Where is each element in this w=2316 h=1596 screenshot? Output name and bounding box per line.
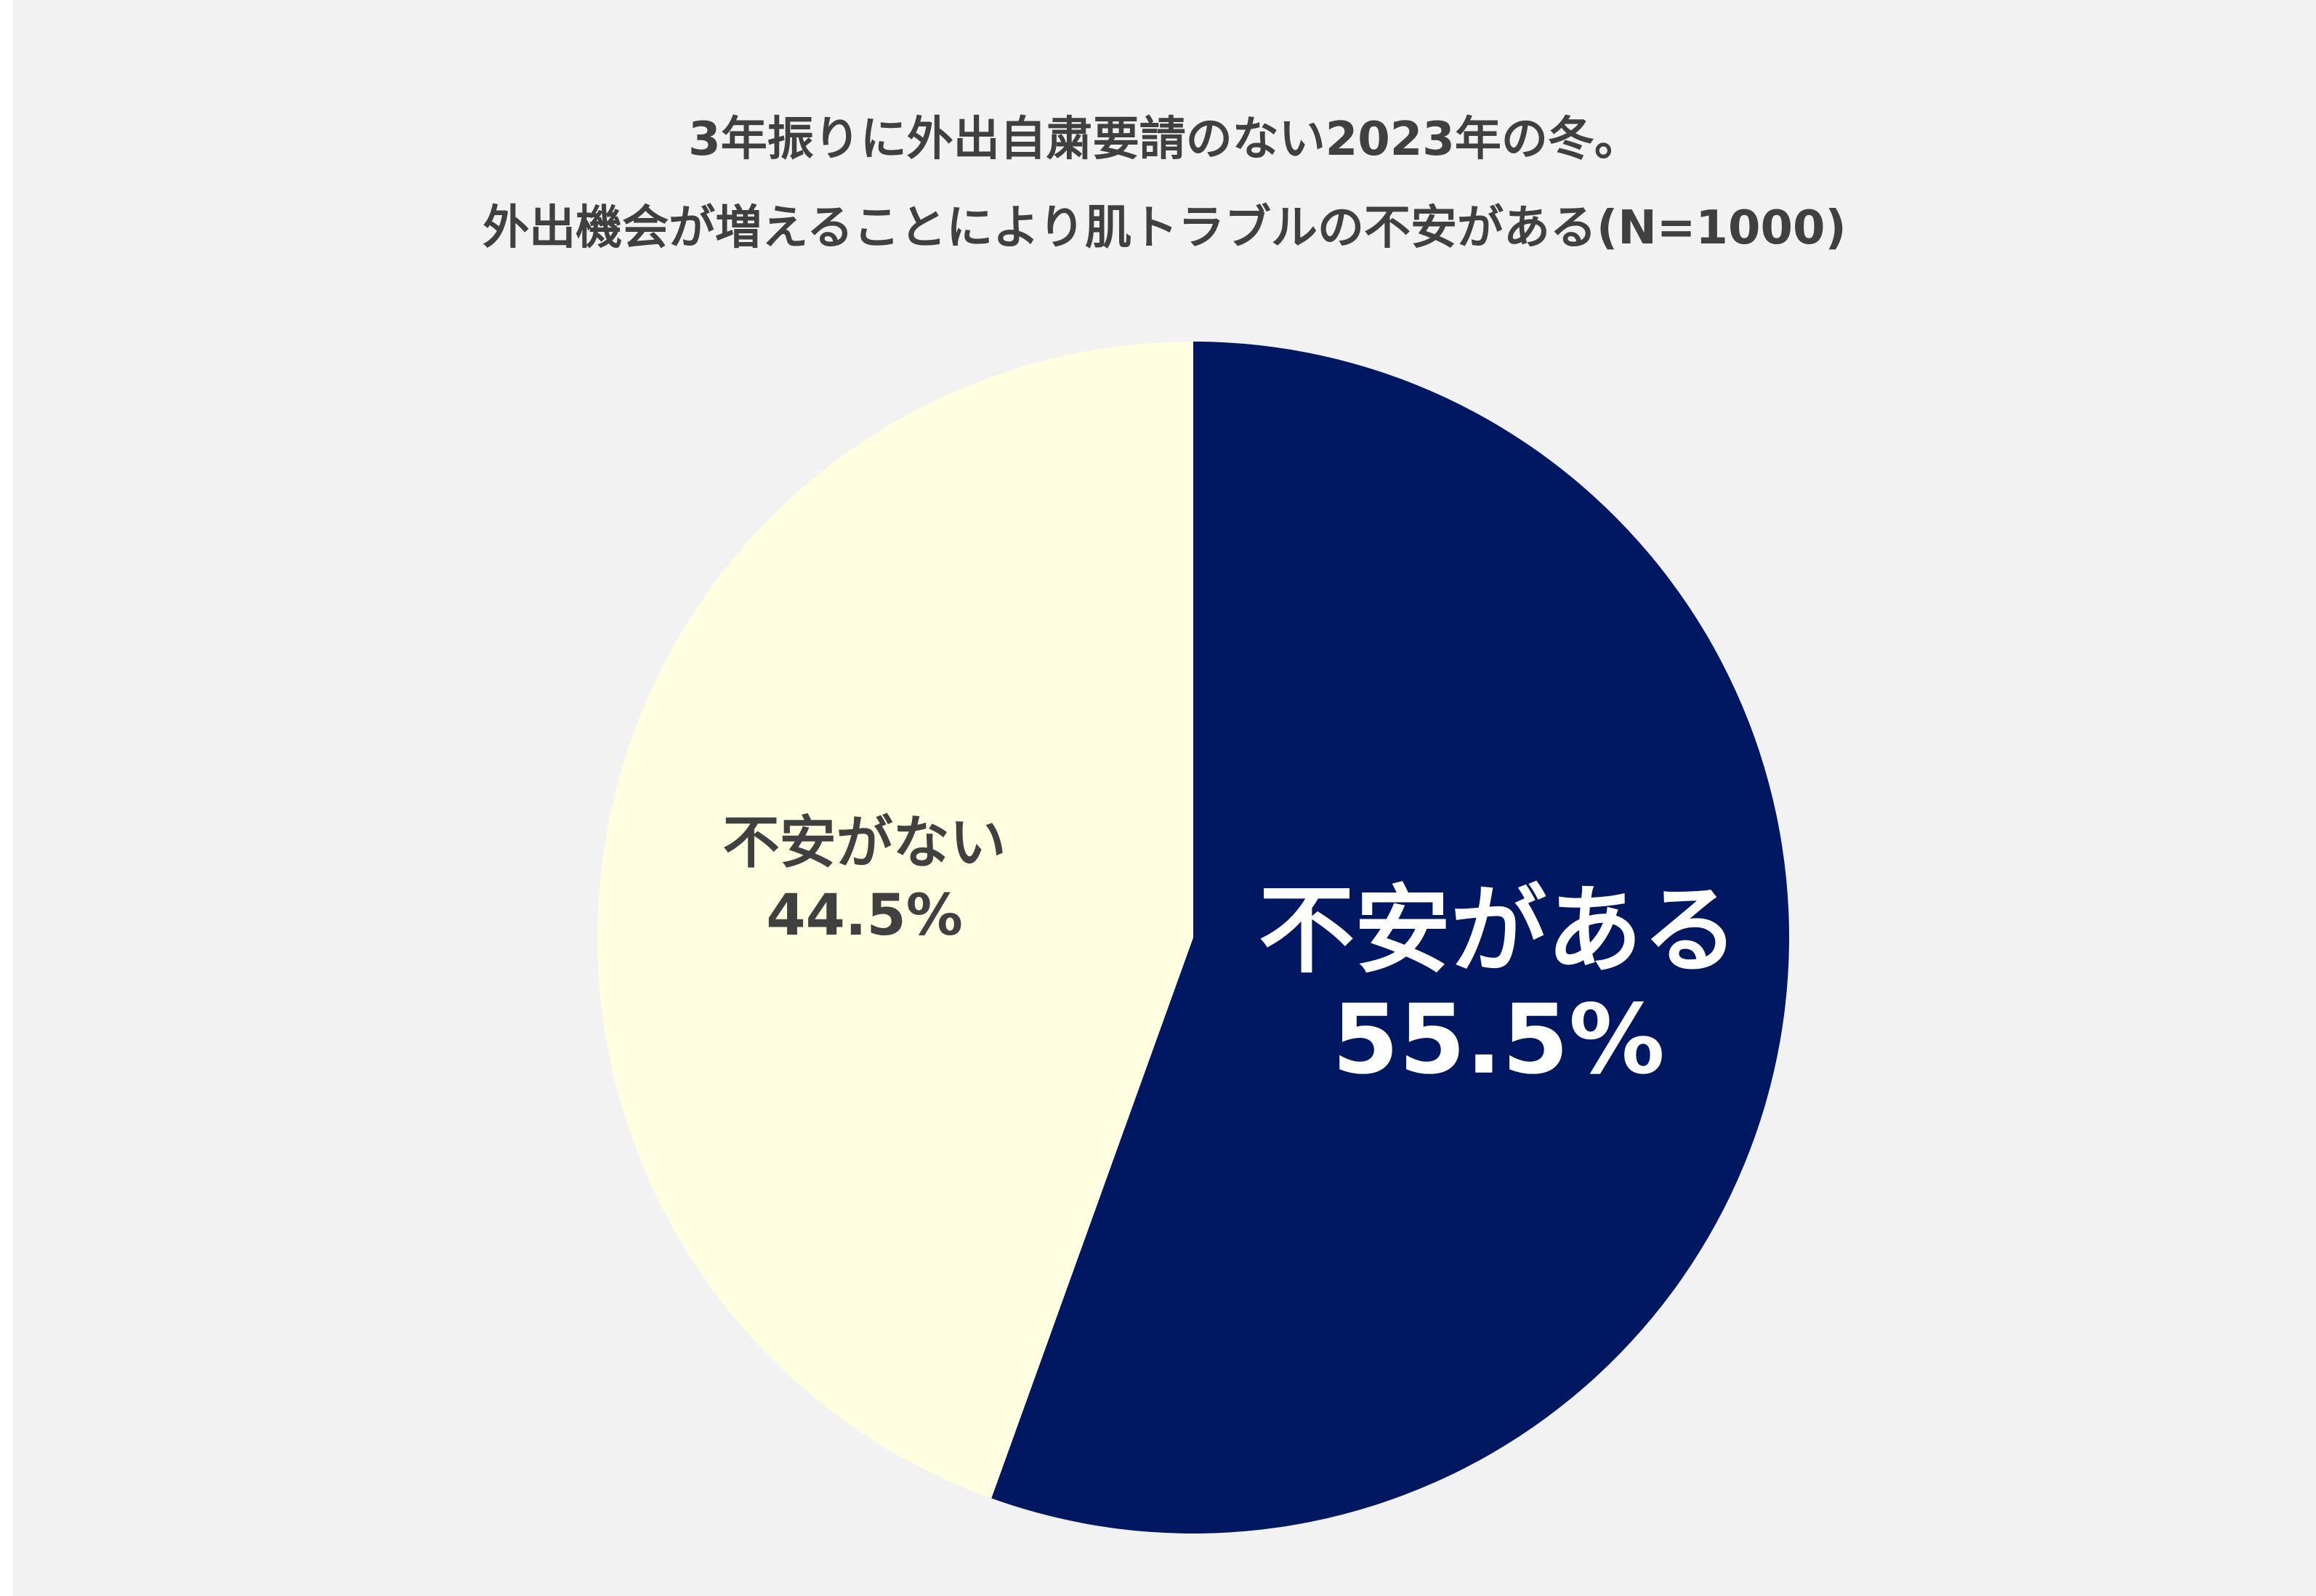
chart-title-line-2: 外出機会が増えることにより肌トラブルの不安がある(N=1000) [483,201,1847,255]
chart-title-line-1: 3年振りに外出自粛要請のない2023年の冬。 [688,113,1641,166]
chart-panel: 3年振りに外出自粛要請のない2023年の冬。 外出機会が増えることにより肌トラブ… [13,0,2316,1596]
pie-slice-1-value: 55.5% [1332,984,1665,1096]
pie-slice-1-label: 不安がある [1259,875,1738,987]
pie-slice-1 [991,342,1789,1533]
pie-slice-2 [597,342,1193,1499]
pie-slice-2-label: 不安がない [723,810,1006,876]
pie-slice-2-value: 44.5% [766,883,963,948]
